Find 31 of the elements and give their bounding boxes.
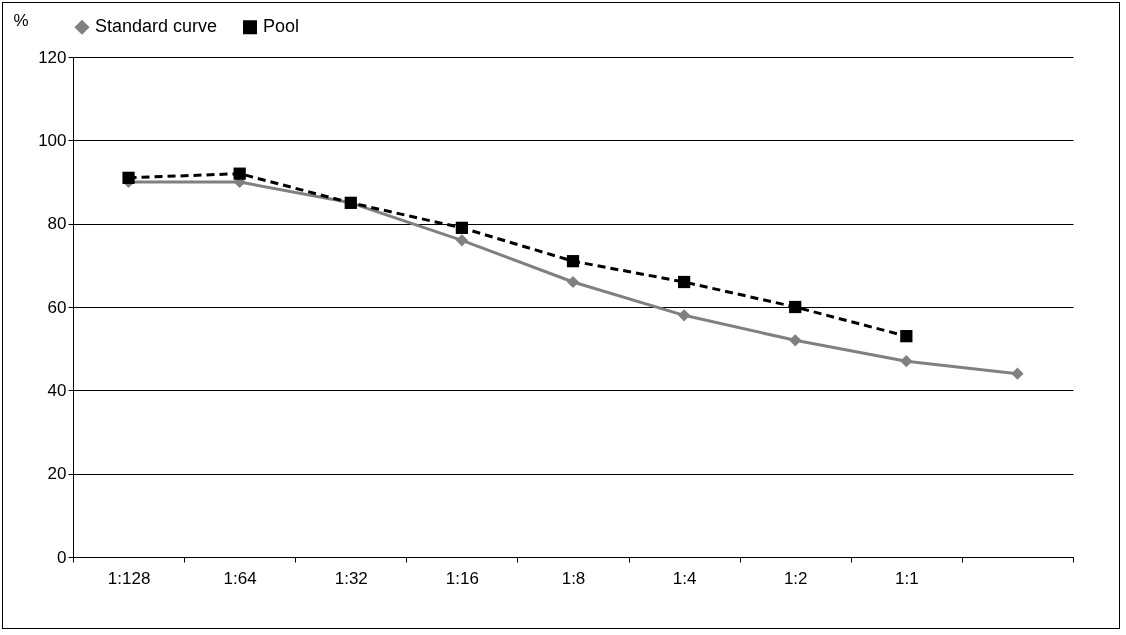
legend-label: Standard curve (95, 16, 218, 37)
point (122, 171, 135, 184)
x-tick-label: 1:16 (445, 568, 479, 588)
point (1011, 367, 1024, 380)
point (789, 300, 802, 314)
x-tick-label: 1:4 (672, 568, 697, 588)
x-tick-label: 1:32 (334, 568, 368, 588)
point (566, 275, 580, 289)
point (677, 309, 691, 322)
x-tick-label: 1:64 (223, 568, 257, 588)
x-tick-label: 1:1 (895, 568, 919, 588)
point (566, 255, 580, 268)
point (900, 330, 913, 343)
point (677, 275, 691, 289)
y-tick-label: 100 (38, 130, 67, 150)
y-tick-label: 40 (47, 380, 67, 400)
y-tick-label: 20 (47, 464, 67, 484)
legend-label: Pool (263, 16, 300, 37)
x-tick-label: 1:8 (561, 568, 586, 588)
point (233, 167, 246, 180)
point (455, 221, 469, 234)
point (455, 234, 469, 247)
point (789, 334, 802, 347)
y-tick-label: 80 (47, 214, 67, 234)
x-tick-label: 1:128 (107, 568, 151, 588)
point (900, 355, 913, 368)
y-tick-label: 0 (57, 547, 67, 567)
y-axis-title: % (13, 10, 29, 30)
y-tick-label: 60 (47, 297, 67, 317)
x-tick-label: 1:2 (783, 568, 808, 588)
y-tick-label: 120 (38, 47, 67, 67)
